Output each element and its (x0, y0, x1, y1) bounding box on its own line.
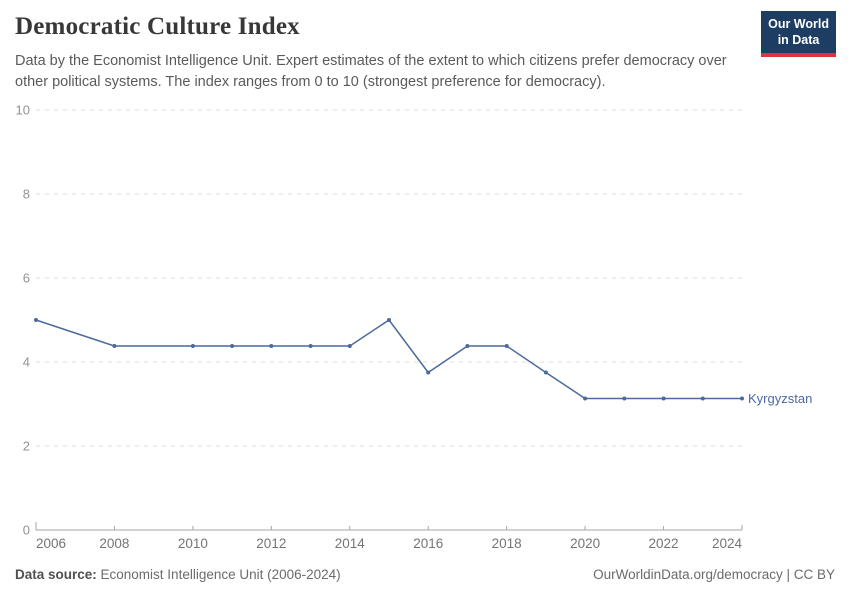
data-source-label: Data source: (15, 567, 97, 582)
owid-logo-line2: in Data (777, 32, 820, 47)
x-axis-tick-label: 2010 (178, 536, 208, 551)
data-point (700, 396, 705, 401)
y-axis-tick-label: 0 (23, 523, 30, 538)
line-chart: 0 2 4 6 8 10 2006 2008 2010 2012 2014 2016 2018 2020 2… (16, 103, 813, 552)
data-point (583, 396, 588, 401)
data-point (465, 344, 470, 348)
x-axis-tick-label: 2022 (649, 536, 679, 551)
page-title: Democratic Culture Index (15, 13, 300, 40)
y-axis-tick-label: 4 (23, 355, 30, 370)
data-point (426, 370, 431, 375)
data-point (347, 344, 352, 348)
y-axis-tick-label: 8 (23, 187, 30, 202)
x-axis-tick-label: 2012 (256, 536, 286, 551)
data-point (661, 396, 666, 401)
data-point (269, 344, 274, 348)
y-axis-tick-label: 2 (23, 439, 30, 454)
x-axis-tick-label: 2008 (99, 536, 129, 551)
x-axis-tick-label: 2014 (335, 536, 366, 551)
data-point (622, 396, 627, 401)
data-point (112, 344, 117, 348)
data-point (543, 370, 548, 375)
data-point (308, 344, 313, 348)
x-axis-tick-label: 2024 (712, 536, 743, 551)
data-point (190, 344, 195, 348)
x-axis-tick-label: 2016 (413, 536, 443, 551)
data-point (230, 344, 235, 348)
data-source-text: Economist Intelligence Unit (2006-2024) (96, 567, 341, 582)
x-axis-tick-label: 2006 (36, 536, 66, 551)
x-axis-tick-label: 2020 (570, 536, 600, 551)
owid-logo-line1: Our World (768, 17, 829, 31)
series-line-kyrgyzstan (35, 319, 743, 400)
data-source-note: Data source: Economist Intelligence Unit… (15, 567, 341, 582)
series-end-label: Kyrgyzstan (748, 391, 812, 406)
data-point (740, 396, 744, 401)
y-axis-tick-label: 6 (23, 271, 30, 286)
data-point (504, 344, 509, 348)
owid-logo: Our World in Data (761, 11, 836, 58)
data-point (34, 318, 38, 322)
y-axis-tick-label: 10 (16, 103, 30, 118)
chart-subtitle: Data by the Economist Intelligence Unit.… (15, 53, 727, 91)
x-axis-tick-label: 2018 (492, 536, 522, 551)
data-point (387, 318, 391, 322)
license-note: OurWorldinData.org/democracy | CC BY (593, 567, 835, 582)
